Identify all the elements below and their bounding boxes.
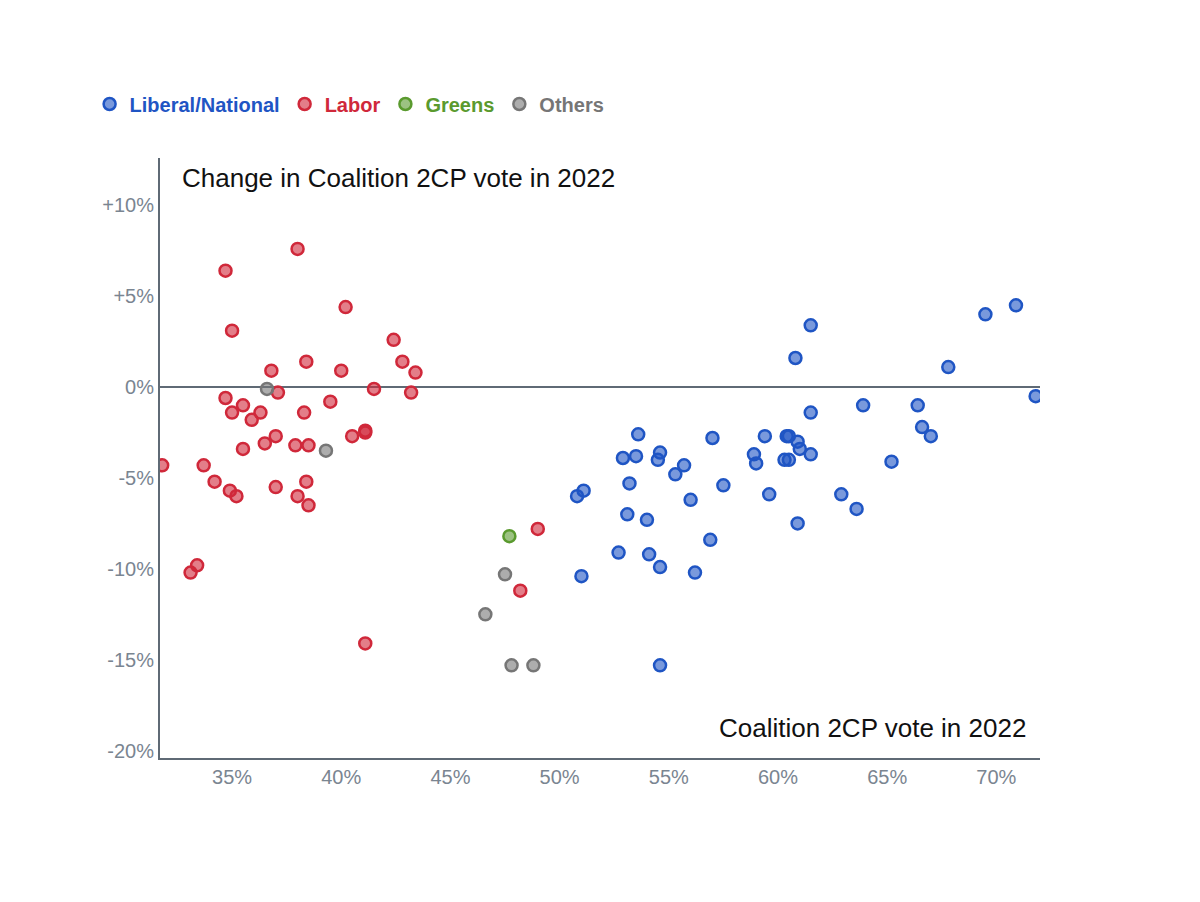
svg-text:45%: 45% <box>430 766 470 788</box>
svg-text:40%: 40% <box>321 766 361 788</box>
svg-text:-15%: -15% <box>107 649 154 671</box>
svg-text:Change in Coalition 2CP vote i: Change in Coalition 2CP vote in 2022 <box>182 163 615 193</box>
svg-text:+5%: +5% <box>113 285 154 307</box>
svg-text:Labor: Labor <box>325 94 381 116</box>
svg-text:65%: 65% <box>867 766 907 788</box>
svg-text:-5%: -5% <box>118 467 154 489</box>
svg-text:70%: 70% <box>976 766 1016 788</box>
svg-text:35%: 35% <box>212 766 252 788</box>
svg-text:Greens: Greens <box>425 94 494 116</box>
svg-text:50%: 50% <box>540 766 580 788</box>
svg-text:-20%: -20% <box>107 740 154 762</box>
svg-text:-10%: -10% <box>107 558 154 580</box>
svg-text:Coalition 2CP vote in 2022: Coalition 2CP vote in 2022 <box>719 713 1026 743</box>
svg-text:60%: 60% <box>758 766 798 788</box>
svg-text:Others: Others <box>539 94 603 116</box>
svg-text:0%: 0% <box>125 376 154 398</box>
svg-text:Liberal/National: Liberal/National <box>130 94 280 116</box>
svg-text:55%: 55% <box>649 766 689 788</box>
svg-text:+10%: +10% <box>102 194 154 216</box>
